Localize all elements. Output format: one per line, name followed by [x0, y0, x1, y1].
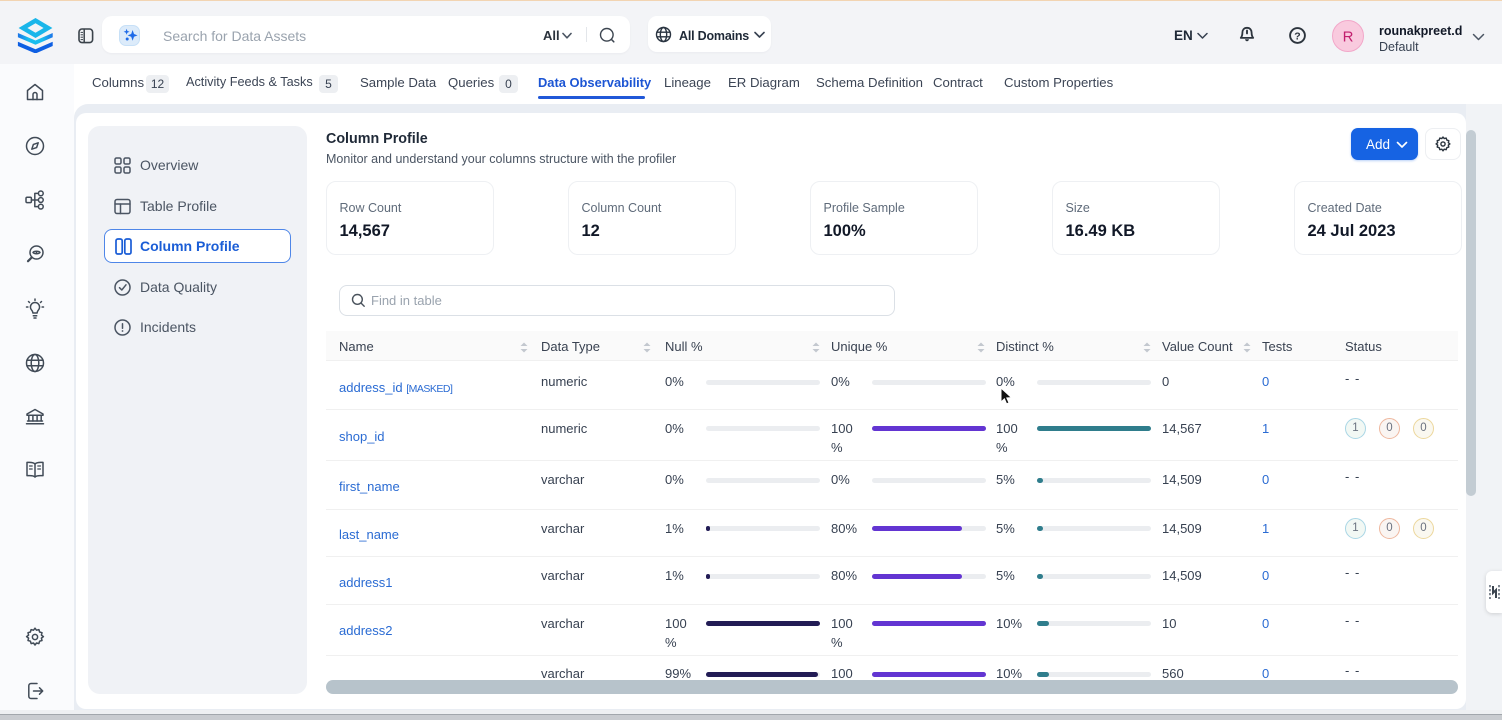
svg-text:?: ?	[1294, 30, 1300, 42]
